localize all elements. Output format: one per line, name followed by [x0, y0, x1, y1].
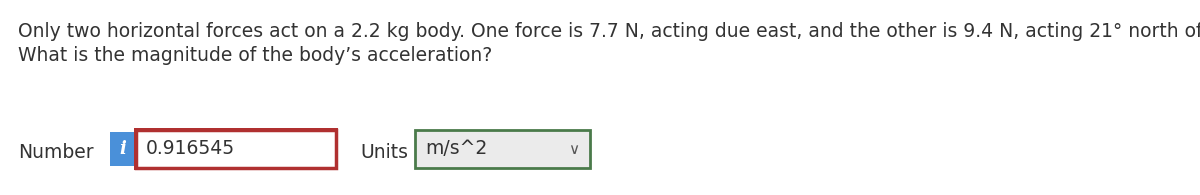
Text: Units: Units — [360, 143, 408, 161]
Bar — [136, 130, 336, 168]
Text: ∨: ∨ — [569, 142, 580, 157]
Text: Only two horizontal forces act on a 2.2 kg body. One force is 7.7 N, acting due : Only two horizontal forces act on a 2.2 … — [18, 22, 1200, 41]
Bar — [138, 132, 334, 166]
Bar — [415, 130, 590, 168]
Text: i: i — [120, 140, 126, 158]
Text: Number: Number — [18, 143, 94, 161]
Bar — [134, 128, 338, 170]
Text: What is the magnitude of the body’s acceleration?: What is the magnitude of the body’s acce… — [18, 46, 492, 65]
Text: m/s^2: m/s^2 — [425, 139, 487, 159]
Bar — [110, 132, 136, 166]
Text: 0.916545: 0.916545 — [146, 139, 235, 159]
